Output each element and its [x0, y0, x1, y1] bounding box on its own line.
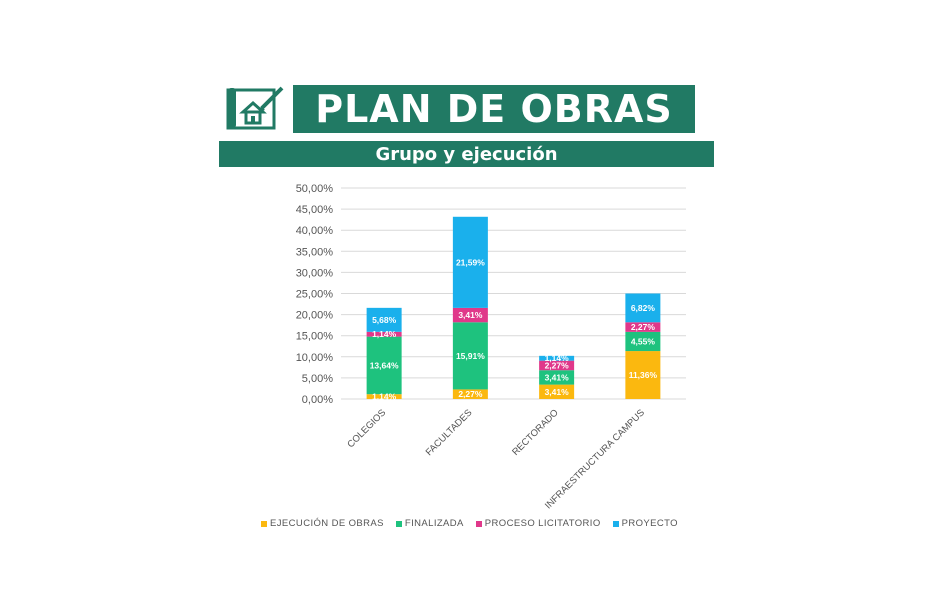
construction-plan-icon [226, 84, 286, 132]
bar-segment [452, 216, 488, 308]
chart-data-labels: 1,14% 13,64% 1,14% 5,68% 2,27% 15,91% 3,41% 21,… [370, 257, 658, 401]
data-label: 3,41% [545, 387, 570, 397]
bar-segment [539, 370, 575, 385]
chart-legend: EJECUCIÓN DE OBRAS FINALIZADA PROCESO LICI… [0, 518, 939, 529]
data-label: 1,14% [545, 353, 570, 363]
y-tick-label: 10,00% [296, 352, 334, 364]
bar-segment [452, 322, 488, 390]
data-label: 2,27% [458, 389, 483, 399]
data-label: 2,27% [631, 322, 656, 332]
bar-segment [366, 307, 402, 332]
data-label: 15,91% [456, 351, 485, 361]
bar-segment [539, 355, 575, 361]
legend-item: FINALIZADA [395, 518, 464, 529]
data-label: 13,64% [370, 360, 399, 370]
x-tick-label: INFRAESTRUCTURA CAMPUS [543, 407, 647, 511]
y-tick-label: 25,00% [296, 289, 334, 301]
bar-segment [539, 384, 575, 399]
data-label: 4,55% [631, 336, 656, 346]
bar-segment [452, 307, 488, 323]
chart-bars [366, 216, 661, 399]
bar-segment [625, 331, 661, 352]
bar-segment [625, 351, 661, 399]
chart-x-axis: COLEGIOS FACULTADES RECTORADOINFRAESTRUCTU… [345, 407, 647, 511]
bar-segment [625, 322, 661, 332]
legend-item: PROCESO LICITATORIO [475, 518, 601, 529]
y-tick-label: 30,00% [296, 267, 334, 279]
y-tick-label: 45,00% [296, 204, 334, 216]
legend-item: EJECUCIÓN DE OBRAS [261, 518, 384, 529]
bar-segment [625, 293, 661, 323]
data-label: 3,41% [458, 310, 483, 320]
y-tick-label: 0,00% [302, 394, 333, 406]
bar-segment [366, 394, 402, 399]
legend-swatch [612, 520, 619, 527]
legend-item: PROYECTO [612, 518, 678, 529]
legend-label: EJECUCIÓN DE OBRAS [270, 518, 384, 529]
y-tick-label: 35,00% [296, 246, 334, 258]
y-tick-label: 50,00% [296, 183, 334, 195]
data-label: 1,14% [372, 329, 397, 339]
data-label: 5,68% [372, 315, 397, 325]
data-label: 11,36% [629, 370, 658, 380]
page-title: PLAN DE OBRAS [293, 85, 695, 133]
page-subtitle: Grupo y ejecución [219, 141, 714, 167]
data-label: 21,59% [456, 257, 485, 267]
data-label: 3,41% [545, 372, 570, 382]
y-tick-label: 20,00% [296, 310, 334, 322]
x-tick-label: COLEGIOS [345, 407, 388, 450]
y-tick-label: 40,00% [296, 225, 334, 237]
bar-segment [366, 331, 402, 337]
y-tick-label: 15,00% [296, 331, 334, 343]
bar-segment [366, 336, 402, 395]
bar-segment [539, 360, 575, 371]
chart-y-axis: 0,00% 5,00% 10,00% 15,00% 20,00% 25,00% 30,00%… [296, 183, 334, 406]
legend-label: FINALIZADA [404, 518, 464, 529]
data-label: 1,14% [372, 392, 397, 402]
legend-swatch [475, 520, 482, 527]
bar-segment [452, 389, 488, 399]
data-label: 6,82% [631, 303, 656, 313]
legend-swatch [261, 520, 268, 527]
x-tick-label: FACULTADES [424, 407, 475, 458]
legend-label: PROCESO LICITATORIO [484, 518, 601, 529]
data-label: 2,27% [545, 360, 570, 370]
y-tick-label: 5,00% [302, 373, 333, 385]
x-tick-label: RECTORADO [510, 407, 561, 458]
legend-label: PROYECTO [621, 518, 678, 529]
legend-swatch [395, 520, 402, 527]
